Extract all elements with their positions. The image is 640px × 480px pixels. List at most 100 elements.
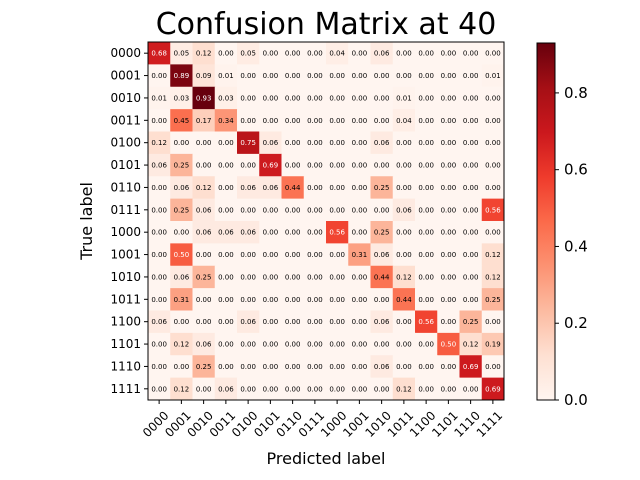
cell-value-label: 0.00 — [418, 206, 434, 214]
x-axis-ticks: 0000000100100011010001010110011110001001… — [140, 400, 505, 440]
cell-value-label: 0.00 — [418, 296, 434, 304]
heatmap-cell — [415, 221, 438, 244]
heatmap-cell — [303, 109, 327, 132]
cell-value-label: 0.50 — [174, 251, 190, 259]
heatmap-cell — [459, 221, 483, 244]
heatmap-cell — [415, 310, 438, 334]
heatmap-cell — [326, 355, 349, 379]
cell-value-label: 0.00 — [285, 206, 301, 214]
cell-value-label: 0.00 — [396, 184, 412, 192]
cell-value-label: 0.00 — [218, 341, 234, 349]
heatmap-cell — [281, 109, 305, 132]
heatmap-cell — [326, 377, 349, 401]
heatmap-cell — [237, 265, 260, 289]
heatmap-cell — [303, 153, 327, 177]
heatmap-cell — [392, 153, 416, 177]
cell-value-label: 0.00 — [329, 184, 345, 192]
heatmap-cell — [170, 243, 193, 267]
heatmap-cell — [481, 198, 505, 222]
cell-value-label: 0.34 — [218, 117, 234, 125]
heatmap-cell — [281, 221, 305, 244]
heatmap-cell — [415, 355, 438, 379]
cell-value-label: 0.00 — [441, 273, 457, 281]
cell-value-label: 0.00 — [329, 341, 345, 349]
heatmap-cell — [459, 176, 483, 200]
cell-value-label: 0.00 — [240, 94, 256, 102]
heatmap-cell — [214, 332, 238, 356]
cell-value-label: 0.12 — [151, 139, 167, 147]
cell-value-label: 0.00 — [218, 363, 234, 371]
heatmap-cell — [259, 198, 282, 222]
cell-value-label: 0.00 — [418, 341, 434, 349]
cell-value-label: 0.00 — [352, 273, 368, 281]
heatmap-cell — [348, 131, 371, 155]
heatmap-cell — [192, 153, 216, 177]
cell-value-label: 0.00 — [174, 363, 190, 371]
heatmap-cell — [303, 198, 327, 222]
cell-value-label: 0.00 — [263, 385, 279, 393]
heatmap-cell — [392, 355, 416, 379]
colorbar-tick-label: 0.8 — [564, 84, 588, 102]
y-tick-label: 1011 — [110, 292, 141, 306]
cell-value-label: 0.00 — [396, 162, 412, 170]
cell-value-label: 0.00 — [151, 229, 167, 237]
cell-value-label: 0.06 — [263, 184, 279, 192]
heatmap-cell — [415, 42, 438, 65]
heatmap-cell — [281, 243, 305, 267]
heatmap-cell — [348, 153, 371, 177]
heatmap-cell — [148, 355, 171, 379]
cell-value-label: 0.00 — [441, 318, 457, 326]
cell-value-label: 0.00 — [151, 341, 167, 349]
cell-value-label: 0.69 — [463, 363, 479, 371]
cell-value-label: 0.00 — [441, 296, 457, 304]
y-tick-label: 1010 — [110, 270, 141, 284]
heatmap-cell — [481, 355, 505, 379]
cell-value-label: 0.00 — [263, 341, 279, 349]
heatmap-cell — [415, 288, 438, 311]
cell-value-label: 0.06 — [240, 229, 256, 237]
heatmap-cell — [192, 131, 216, 155]
y-tick-label: 0001 — [110, 69, 141, 83]
cell-value-label: 0.00 — [174, 229, 190, 237]
heatmap-cell — [459, 355, 483, 379]
heatmap-cell — [415, 86, 438, 110]
heatmap-cell — [237, 109, 260, 132]
cell-value-label: 0.00 — [218, 184, 234, 192]
heatmap-cell — [415, 176, 438, 200]
cell-value-label: 0.56 — [329, 229, 345, 237]
y-tick-label: 0111 — [110, 203, 141, 217]
heatmap-cell — [281, 86, 305, 110]
cell-value-label: 0.00 — [485, 229, 501, 237]
cell-value-label: 0.00 — [329, 94, 345, 102]
heatmap-cell — [170, 153, 193, 177]
heatmap-cell — [281, 332, 305, 356]
heatmap-cell — [415, 109, 438, 132]
cell-value-label: 0.00 — [418, 363, 434, 371]
heatmap-cell — [459, 377, 483, 401]
cell-value-label: 0.00 — [485, 318, 501, 326]
cell-value-label: 0.00 — [240, 363, 256, 371]
cell-value-label: 0.00 — [151, 206, 167, 214]
cell-value-label: 0.00 — [196, 385, 212, 393]
heatmap-cell — [481, 288, 505, 311]
cell-value-label: 0.00 — [307, 72, 323, 80]
heatmap-cell — [437, 153, 460, 177]
cell-value-label: 0.06 — [374, 318, 390, 326]
heatmap-cell — [192, 221, 216, 244]
cell-value-label: 0.00 — [329, 139, 345, 147]
cell-value-label: 0.00 — [329, 72, 345, 80]
heatmap-cell — [370, 131, 394, 155]
heatmap-cell — [348, 109, 371, 132]
cell-value-label: 0.00 — [352, 72, 368, 80]
cell-value-label: 0.00 — [396, 251, 412, 259]
heatmap-cell — [437, 243, 460, 267]
cell-value-label: 0.00 — [374, 341, 390, 349]
cell-value-label: 0.00 — [374, 296, 390, 304]
heatmap-cell — [481, 310, 505, 334]
heatmap-cell — [326, 198, 349, 222]
cell-value-label: 0.00 — [485, 139, 501, 147]
heatmap-cell — [459, 131, 483, 155]
heatmap-cell — [481, 332, 505, 356]
cell-value-label: 0.03 — [174, 94, 190, 102]
